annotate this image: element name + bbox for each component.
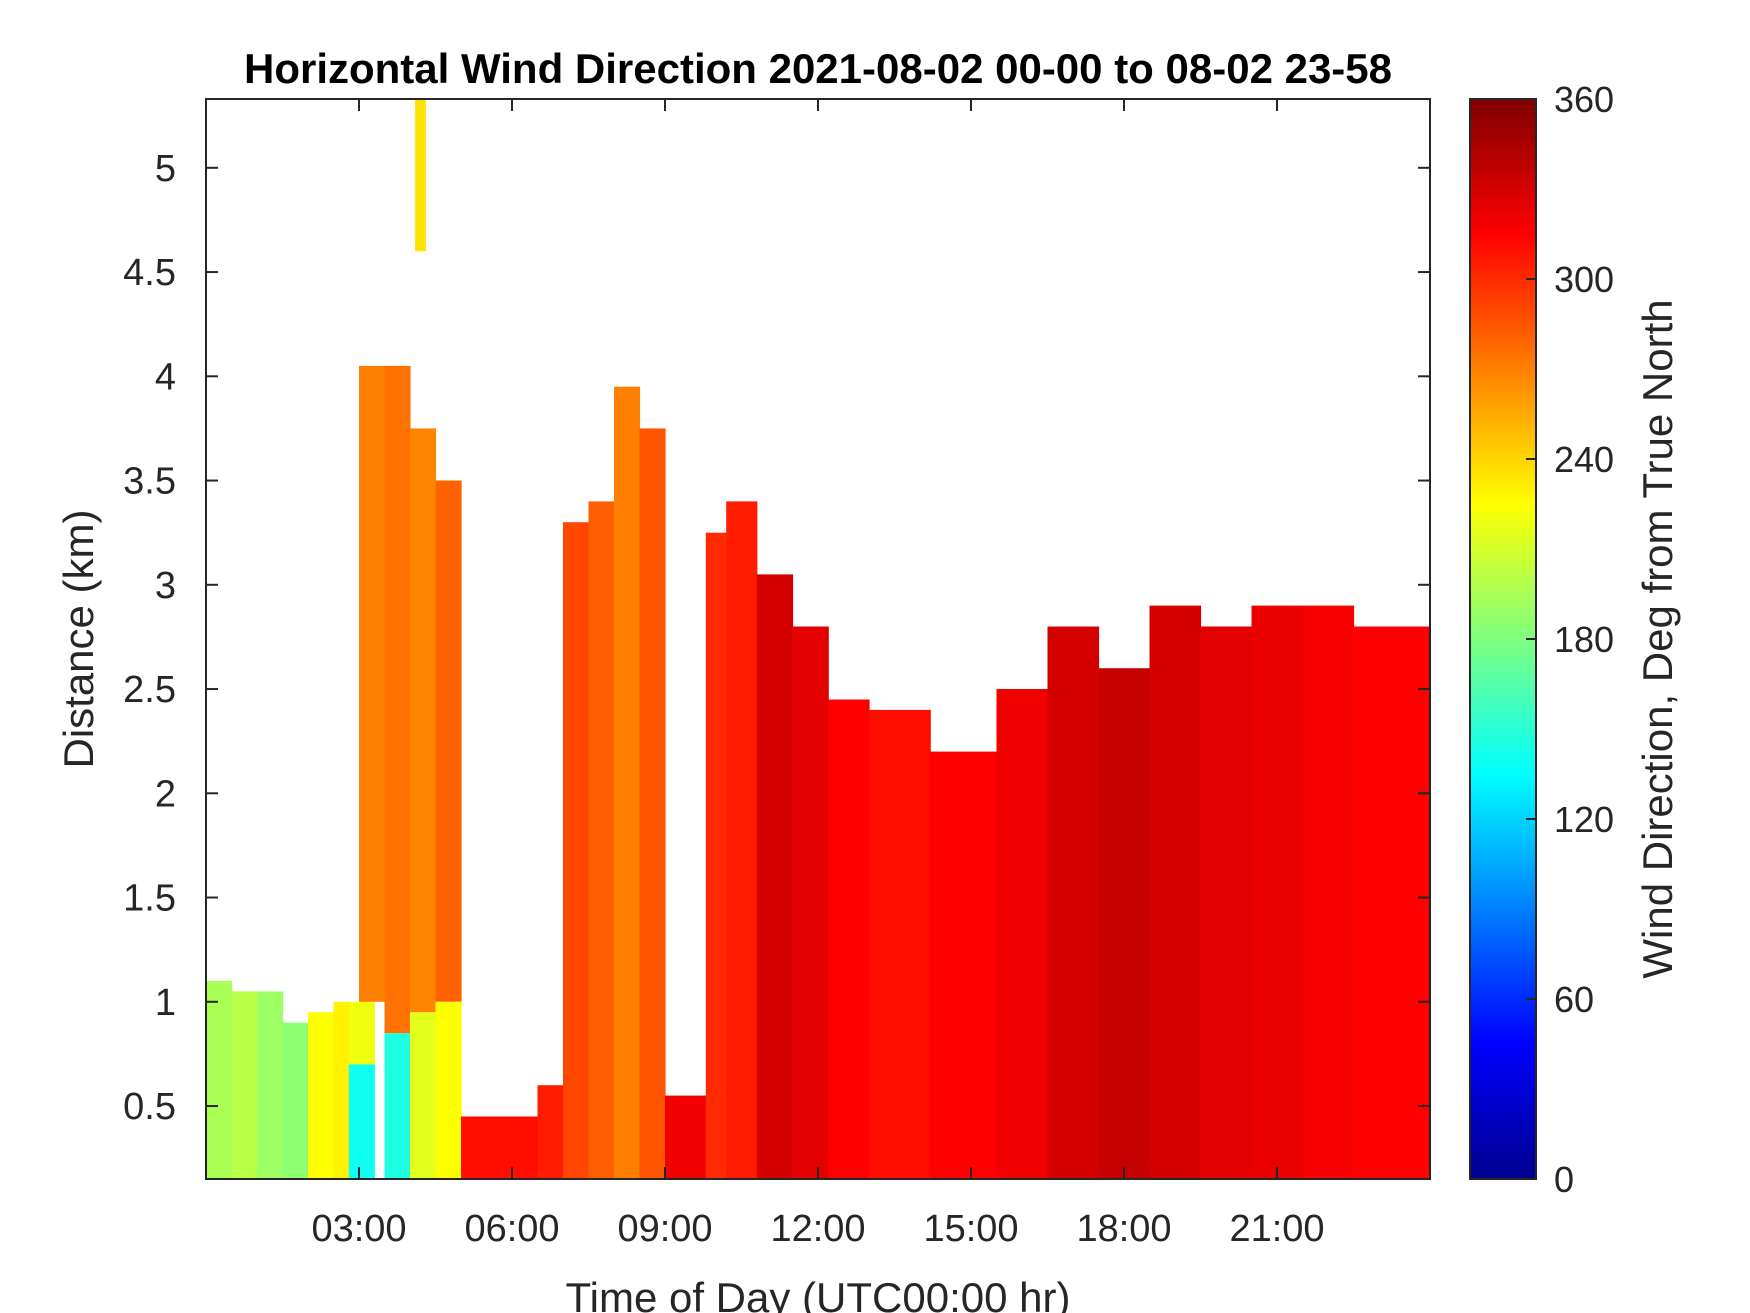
heatmap-cell: [537, 1085, 564, 1179]
heatmap-cell: [410, 428, 437, 1013]
colorbar-tick-label: 180: [1554, 619, 1614, 660]
x-tick-label: 15:00: [923, 1208, 1018, 1250]
colorbar-tick-label: 300: [1554, 259, 1614, 300]
y-tick-label: 2: [155, 773, 176, 815]
heatmap-cell: [308, 1012, 335, 1179]
x-axis-ticks: 03:00 06:00 09:00 12:00 15:00 18:00 21:00: [311, 99, 1325, 1250]
heatmap-cell: [348, 1001, 375, 1065]
x-tick-label: 21:00: [1229, 1208, 1324, 1250]
y-axis-ticks: 0.5 1 1.5 2 2.5 3 3.5 4 4.5 5: [123, 148, 1430, 1128]
y-tick-label: 3: [155, 565, 176, 607]
y-tick-label: 1: [155, 982, 176, 1024]
heatmap-cell: [756, 574, 794, 1179]
heatmap-cell: [282, 1022, 309, 1179]
x-tick-label: 09:00: [617, 1208, 712, 1250]
colorbar-tick-label: 60: [1554, 979, 1594, 1020]
colorbar-ticks: 0 60 120 180 240 300 360: [1526, 79, 1614, 1200]
chart-title: Horizontal Wind Direction 2021-08-02 00-…: [244, 45, 1392, 92]
heatmap-cell: [930, 751, 998, 1179]
colorbar-tick-label: 0: [1554, 1159, 1574, 1200]
x-axis-title: Time of Day (UTC00:00 hr): [566, 1274, 1071, 1313]
heatmap-cell: [665, 1095, 707, 1179]
y-axis-title: Distance (km): [55, 509, 102, 768]
heatmap-cell: [996, 689, 1049, 1179]
heatmap-cell: [1251, 605, 1304, 1179]
heatmap-cell: [563, 522, 590, 1179]
heatmap-cell: [1098, 668, 1151, 1179]
colorbar-title: Wind Direction, Deg from True North: [1634, 299, 1681, 978]
heatmap-cell: [384, 1033, 411, 1179]
y-tick-label: 0.5: [123, 1086, 176, 1128]
heatmap-cell: [1047, 626, 1100, 1179]
colorbar-tick-label: 360: [1554, 79, 1614, 120]
heatmap-cell: [1302, 605, 1355, 1179]
heatmap-cell: [435, 1001, 462, 1179]
heatmap-cell: [828, 699, 870, 1179]
heatmap-cell: [359, 365, 386, 1002]
y-tick-label: 5: [155, 148, 176, 190]
heatmap-layer: [206, 99, 1430, 1179]
heatmap-cell: [1353, 626, 1430, 1179]
y-tick-label: 2.5: [123, 669, 176, 711]
heatmap-cell: [869, 709, 931, 1179]
heatmap-cell: [384, 365, 411, 1034]
colorbar: [1469, 98, 1537, 1180]
heatmap-cell: [415, 99, 426, 252]
heatmap-cell: [461, 1116, 539, 1179]
x-tick-label: 18:00: [1076, 1208, 1171, 1250]
y-tick-label: 4: [155, 356, 176, 398]
heatmap-cell: [1200, 626, 1253, 1179]
heatmap-cell: [705, 532, 727, 1179]
y-tick-label: 1.5: [123, 878, 176, 920]
y-tick-label: 3.5: [123, 461, 176, 503]
heatmap-cell: [792, 626, 829, 1179]
heatmap-cell: [435, 480, 462, 1002]
heatmap-cell: [333, 1001, 350, 1179]
colorbar-tick-label: 120: [1554, 799, 1614, 840]
heatmap-cell: [1149, 605, 1202, 1179]
heatmap-cell: [348, 1064, 375, 1179]
heatmap-cell: [410, 1012, 437, 1179]
colorbar-tick-label: 240: [1554, 439, 1614, 480]
heatmap-cell: [588, 501, 615, 1179]
heatmap-cell: [726, 501, 758, 1179]
heatmap-cell: [639, 428, 666, 1179]
heatmap-cell: [206, 980, 233, 1179]
x-tick-label: 12:00: [770, 1208, 865, 1250]
heatmap-cell: [231, 991, 258, 1179]
heatmap-cell: [614, 386, 641, 1179]
x-tick-label: 06:00: [464, 1208, 559, 1250]
y-tick-label: 4.5: [123, 252, 176, 294]
heatmap-cell: [257, 991, 284, 1179]
x-tick-label: 03:00: [311, 1208, 406, 1250]
